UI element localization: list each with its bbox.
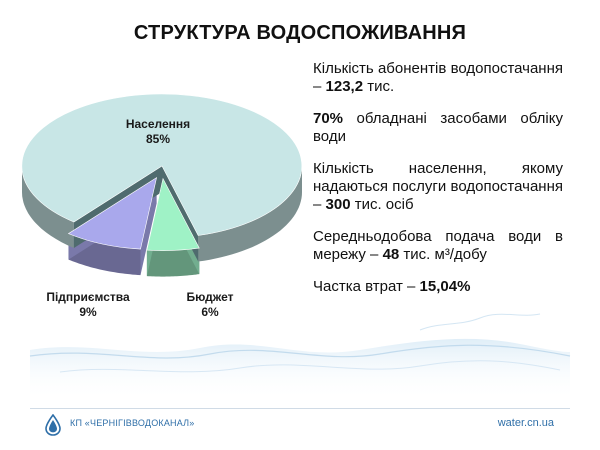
slice-value-biudzhet: 6% bbox=[201, 305, 219, 319]
slice-name-biudzhet: Бюджет bbox=[186, 290, 234, 304]
facts-list: Кількість абонентів водопостачання – 123… bbox=[313, 60, 563, 310]
fact-metering: 70% обладнані засобами обліку води bbox=[313, 110, 563, 145]
pie-slice-підприємства bbox=[67, 176, 158, 250]
slice-value-pidpryiemstva: 9% bbox=[79, 305, 97, 319]
company-name: КП «ЧЕРНІГІВВОДОКАНАЛ» bbox=[70, 418, 195, 428]
slice-label-biudzhet: Бюджет 6% bbox=[172, 290, 248, 320]
slice-name-pidpryiemstva: Підприємства bbox=[46, 290, 130, 304]
page-title: СТРУКТУРА ВОДОСПОЖИВАННЯ bbox=[133, 22, 467, 44]
pie-side-бюджет-0 bbox=[146, 248, 200, 277]
pie-side-населення-1 bbox=[198, 166, 302, 262]
slice-label-naselennia: Населення 85% bbox=[108, 117, 208, 147]
slice-label-pidpryiemstva: Підприємства 9% bbox=[36, 290, 140, 320]
slice-name-naselennia: Населення bbox=[125, 117, 191, 131]
fact-losses: Частка втрат – 15,04% bbox=[313, 278, 471, 295]
fact-population: Кількість населення, якому надаються пос… bbox=[313, 160, 563, 213]
pie-side-населення-0 bbox=[22, 166, 74, 248]
fact-subscribers: Кількість абонентів водопостачання – 123… bbox=[313, 60, 563, 95]
slice-value-naselennia: 85% bbox=[145, 132, 171, 146]
website-link[interactable]: water.cn.ua bbox=[497, 417, 554, 429]
pie-slice-населення bbox=[21, 93, 303, 236]
water-drop-icon bbox=[45, 414, 61, 436]
fact-daily-supply: Середньодобова подача води в мережу – 48… bbox=[313, 228, 563, 263]
pie-slice-бюджет bbox=[146, 177, 200, 251]
footer-divider bbox=[30, 408, 570, 409]
